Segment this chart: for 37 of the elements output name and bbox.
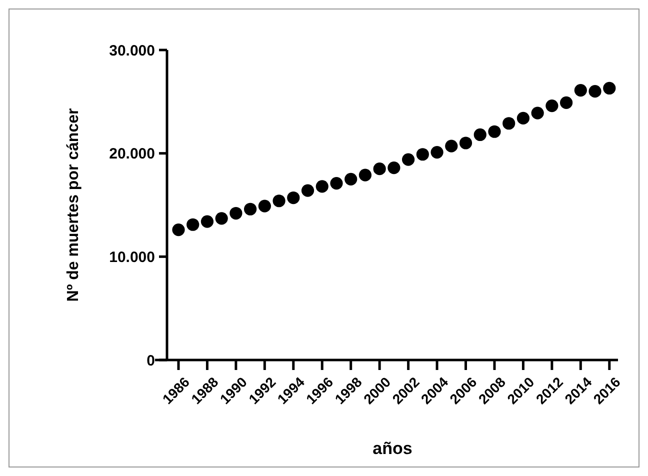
point bbox=[200, 215, 214, 228]
point bbox=[373, 162, 386, 176]
y-tick-label: 30.000 bbox=[109, 42, 155, 60]
point bbox=[603, 82, 616, 95]
point bbox=[344, 172, 358, 186]
point bbox=[301, 184, 314, 197]
point bbox=[316, 180, 328, 193]
point bbox=[402, 153, 415, 166]
point bbox=[172, 224, 185, 236]
point bbox=[215, 212, 228, 225]
point bbox=[244, 202, 257, 216]
point bbox=[445, 140, 458, 152]
point bbox=[272, 194, 286, 208]
point bbox=[531, 106, 544, 120]
point bbox=[388, 162, 400, 174]
y-tick-label: 10.000 bbox=[109, 248, 155, 266]
point bbox=[330, 177, 343, 190]
point bbox=[287, 191, 300, 204]
point bbox=[474, 128, 486, 142]
point bbox=[186, 218, 200, 231]
point bbox=[502, 117, 516, 130]
y-tick-label: 20.000 bbox=[109, 146, 155, 163]
point bbox=[459, 136, 472, 150]
point bbox=[358, 168, 372, 182]
point bbox=[516, 112, 530, 124]
point bbox=[230, 206, 242, 220]
point bbox=[546, 100, 558, 112]
point bbox=[258, 200, 271, 212]
point bbox=[574, 84, 587, 97]
point bbox=[588, 85, 602, 98]
point bbox=[488, 125, 501, 138]
point bbox=[560, 96, 573, 109]
point bbox=[430, 146, 444, 159]
point bbox=[416, 148, 429, 161]
x-axis-title: años bbox=[372, 439, 412, 458]
y-tick-label: 0 bbox=[146, 352, 155, 370]
y-axis-title: Nº de muertes por cáncer bbox=[65, 108, 82, 302]
